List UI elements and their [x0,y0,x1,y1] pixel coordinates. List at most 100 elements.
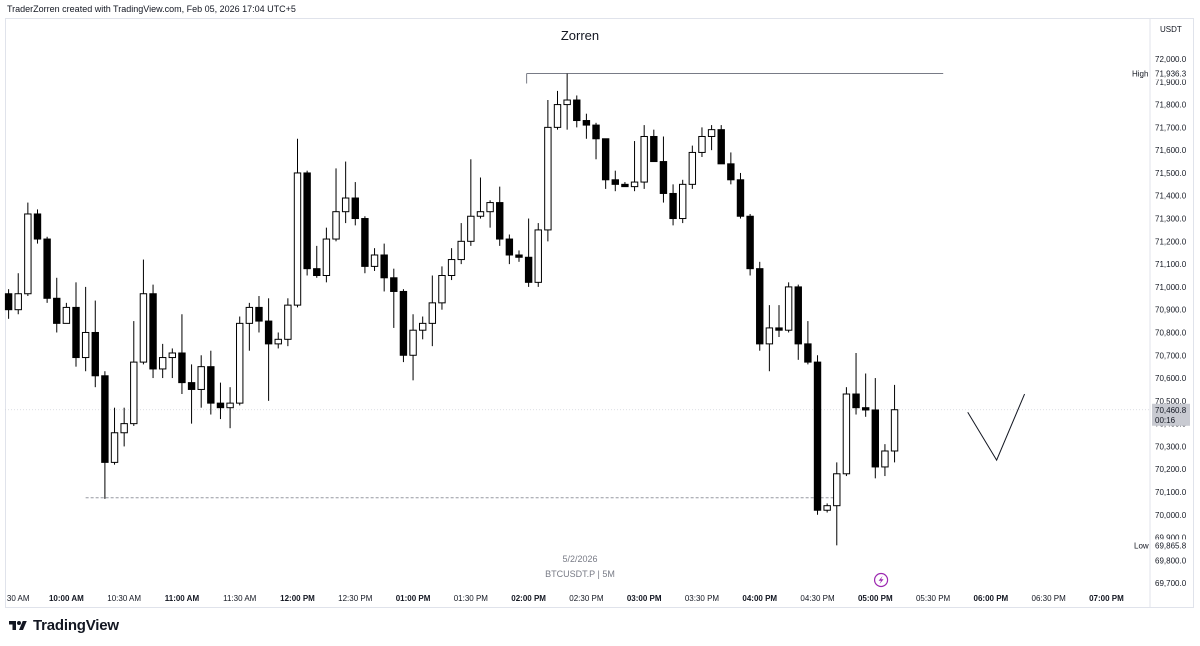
candle-body [524,256,533,283]
candle-body [293,172,302,306]
date-label: 5/2/2026 [562,554,597,564]
candle-body [81,331,90,359]
price-tick-label: 71,800.0 [1155,101,1187,110]
candle-body [794,286,802,345]
time-tick-label: 05:00 PM [858,594,893,603]
price-tick-label: 71,300.0 [1155,215,1187,224]
candle-body [640,135,648,183]
candle-body [4,293,13,311]
time-tick-label: 04:30 PM [800,594,835,603]
time-tick-label: 11:30 AM [223,594,257,603]
candle-body [53,297,61,324]
candle-body [467,215,475,242]
candle-body [496,202,504,240]
candle-body [698,135,706,153]
high-price-value: 71,936.3 [1155,70,1187,79]
candles [4,73,899,546]
high-price-tag [1152,67,1190,80]
price-tick-label: 70,700.0 [1155,351,1187,360]
price-tick-label: 70,600.0 [1155,374,1187,383]
price-tick-label: 72,000.0 [1155,55,1187,64]
tradingview-logo[interactable]: TradingView [8,617,119,634]
candle-body [621,183,629,188]
tradingview-brand-text: TradingView [33,617,119,634]
candle-body [43,238,51,299]
candle-body [245,306,254,324]
candle-body [91,331,99,377]
time-tick-label: 02:00 PM [511,594,546,603]
price-tick-label: 69,800.0 [1155,556,1187,565]
candle-body [765,327,774,345]
time-tick-label: 02:30 PM [569,594,604,603]
last-price-value: 70,460.8 [1155,406,1187,415]
candle-body [428,302,437,324]
chart-title: Zorren [561,28,599,43]
candle-body [544,126,552,231]
time-tick-label: 04:00 PM [742,594,777,603]
candle-body [871,409,879,468]
price-tick-label: 70,900.0 [1155,306,1187,315]
low-label: Low [1134,541,1149,550]
candle-body [553,104,562,128]
candlestick-chart[interactable]: 69,700.0 69,800.0 69,900.0 70,000.0 70,100.0… [0,0,1200,610]
candle-body [409,329,417,356]
candle-body [717,129,725,165]
price-tick-label: 70,500.0 [1155,397,1187,406]
time-tick-label: 03:00 PM [627,594,662,603]
last-price-tag [1152,403,1190,426]
price-tick-label: 71,400.0 [1155,192,1187,201]
time-tick-label: 10:30 AM [107,594,141,603]
price-tick-label: 70,300.0 [1155,442,1187,451]
candle-body [399,290,408,356]
price-tick-label: 70,000.0 [1155,511,1187,520]
candle-body [264,320,273,345]
candle-body [582,120,591,126]
time-tick-label: 06:00 PM [974,594,1009,603]
candle-body [139,293,148,363]
candle-body [178,352,186,384]
candle-body [650,135,658,163]
candle-body [370,254,379,267]
candle-body [351,197,359,220]
candle-body [679,183,687,220]
chart-lines [5,73,1150,499]
currency-label: USDT [1160,25,1182,34]
candle-body [110,432,119,463]
chart-labels: Zorren 5/2/2026 BTCUSDT.P | 5M USDT [545,25,1182,588]
candle-body [130,361,138,425]
candle-body [881,450,889,468]
candle-body [101,375,109,463]
price-tick-label: 71,000.0 [1155,283,1187,292]
time-tick-label: 30 AM [7,594,30,603]
candle-body [313,268,321,277]
candle-body [24,213,32,295]
tradingview-logo-icon [9,620,27,630]
candle-body [669,192,677,220]
price-tick-label: 70,100.0 [1155,488,1187,497]
candle-body [630,181,639,188]
candle-body [284,304,292,340]
bar-countdown: 00:16 [1155,416,1176,425]
candle-body [332,211,340,240]
price-tick-label: 71,900.0 [1155,78,1187,87]
candle-body [775,327,783,331]
candle-body [207,366,215,404]
candle-body [187,382,196,390]
candle-body [563,99,571,106]
price-tick-label: 69,900.0 [1155,534,1187,543]
time-tick-label: 11:00 AM [165,594,200,603]
candle-body [601,138,610,181]
candle-body [515,254,523,258]
candle-body [226,402,234,409]
time-tick-label: 03:30 PM [685,594,720,603]
candle-body [784,286,793,331]
candle-body [813,361,822,511]
candle-body [447,259,456,277]
candle-body [438,275,446,304]
price-tick-label: 69,700.0 [1155,579,1187,588]
candle-body [736,179,745,217]
time-axis[interactable]: 30 AM 10:00 AM 10:30 AM 11:00 AM 11:30 AM 12:… [7,594,1124,603]
candle-body [236,322,244,404]
time-tick-label: 12:30 PM [338,594,373,603]
price-axis[interactable]: 69,700.0 69,800.0 69,900.0 70,000.0 70,100.0… [1132,19,1190,607]
